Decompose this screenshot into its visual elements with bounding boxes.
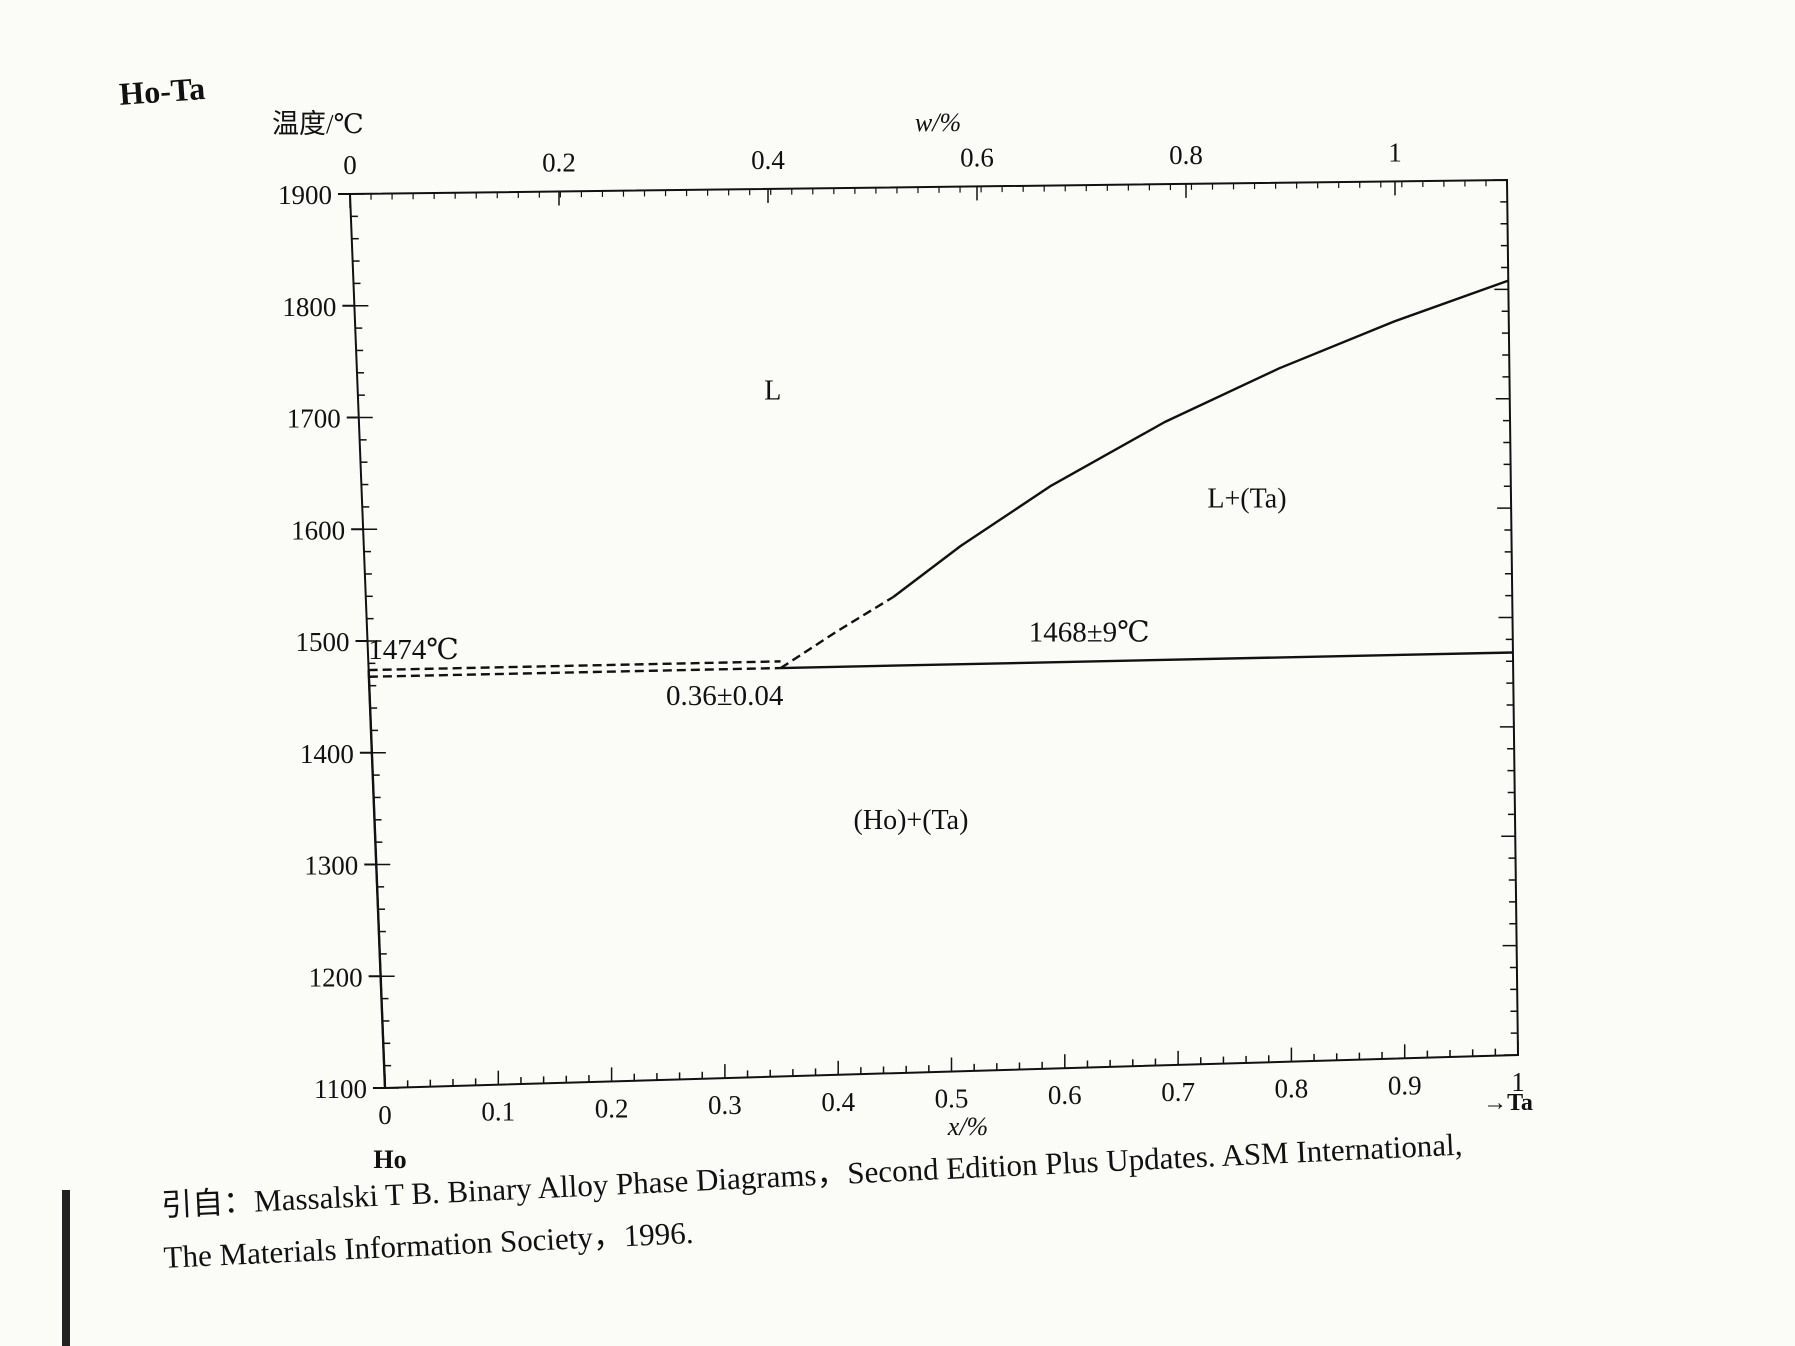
x-tick-label: 1 bbox=[1511, 1067, 1525, 1097]
phase-boundary-0 bbox=[367, 670, 387, 1089]
x-tick-label: 0.1 bbox=[481, 1097, 515, 1127]
phase-boundary-3 bbox=[780, 651, 1513, 670]
phase-boundary-5 bbox=[892, 279, 1509, 598]
y-tick-label: 1200 bbox=[309, 962, 363, 992]
y-tick-label: 1600 bbox=[291, 515, 345, 545]
top-tick-label: 0.8 bbox=[1169, 140, 1203, 170]
phase-boundary-1 bbox=[368, 660, 781, 672]
y-tick-label: 1700 bbox=[287, 404, 341, 434]
region-label-L-Ta: L+(Ta) bbox=[1207, 483, 1286, 514]
left-element-label: Ho bbox=[373, 1145, 406, 1174]
page-edge-shadow bbox=[62, 1190, 70, 1346]
phase-boundary-4 bbox=[780, 595, 894, 670]
x-tick-label: 0.9 bbox=[1388, 1070, 1422, 1100]
annotation-1474: 1474℃ bbox=[368, 634, 458, 666]
y-tick-label: 1800 bbox=[282, 292, 336, 322]
x-tick-label: 0 bbox=[378, 1100, 392, 1130]
x-axis-label: x/% bbox=[947, 1112, 988, 1141]
y-tick-label: 1900 bbox=[278, 180, 332, 210]
y-tick-label: 1300 bbox=[304, 851, 358, 881]
top-axis-label: w/% bbox=[915, 108, 961, 137]
x-tick-label: 0.5 bbox=[935, 1084, 969, 1114]
top-tick-label: 0.4 bbox=[751, 145, 785, 175]
top-tick-label: 0.2 bbox=[542, 147, 576, 177]
top-tick-label: 0.6 bbox=[960, 142, 994, 172]
x-tick-label: 0.7 bbox=[1161, 1077, 1195, 1107]
phase-boundary-2 bbox=[368, 666, 781, 678]
x-tick-label: 0.4 bbox=[821, 1087, 855, 1117]
x-tick-label: 0.8 bbox=[1275, 1074, 1309, 1104]
y-tick-label: 1500 bbox=[296, 627, 350, 657]
x-tick-label: 0.2 bbox=[595, 1093, 629, 1123]
plot-frame bbox=[348, 178, 1520, 1090]
y-tick-label: 1400 bbox=[300, 739, 354, 769]
x-tick-label: 0.3 bbox=[708, 1090, 742, 1120]
annotation-1468: 1468±9℃ bbox=[1029, 617, 1150, 649]
region-label-Ho-Ta: (Ho)+(Ta) bbox=[854, 805, 969, 836]
right-element-label: →Ta bbox=[1483, 1090, 1533, 1116]
x-tick-label: 0.6 bbox=[1048, 1080, 1082, 1110]
y-tick-label: 1100 bbox=[314, 1074, 367, 1104]
top-tick-label: 0 bbox=[343, 150, 357, 180]
y-axis-label: 温度/℃ bbox=[272, 109, 364, 139]
annotation-composition: 0.36±0.04 bbox=[666, 680, 784, 712]
top-tick-label: 1 bbox=[1388, 137, 1402, 167]
region-label-L: L bbox=[764, 376, 781, 407]
